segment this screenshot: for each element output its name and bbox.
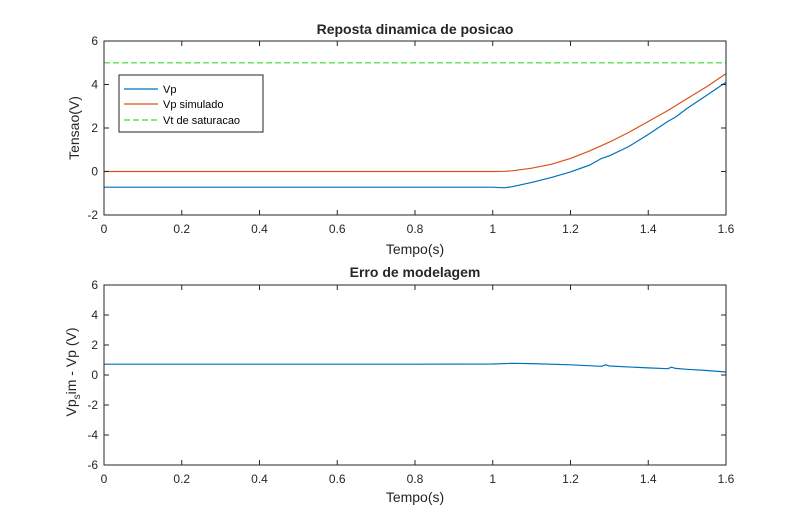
x-tick-label: 0.2: [173, 222, 190, 236]
y-tick-label: 6: [91, 278, 98, 292]
y-tick-label: 4: [91, 308, 98, 322]
y-label-subscript: s: [72, 394, 83, 399]
x-tick-label: 0.4: [251, 472, 268, 486]
x-tick-label: 1: [489, 222, 496, 236]
bottom-plot-area: [104, 285, 726, 465]
legend-label-vp-simulado: Vp simulado: [163, 99, 224, 111]
x-tick-label: 0.6: [329, 472, 346, 486]
x-tick-label: 1.2: [562, 222, 579, 236]
x-tick-label: 1.6: [718, 222, 735, 236]
y-tick-label: 0: [91, 165, 98, 179]
x-tick-label: 0.2: [173, 472, 190, 486]
x-tick-label: 1.4: [640, 472, 657, 486]
x-tick-label: 1.2: [562, 472, 579, 486]
series-line-vp-simulado: [104, 73, 727, 173]
y-label-main: Vp: [63, 399, 79, 416]
series-line-error-1: [104, 362, 727, 373]
bottom-plot-title: Erro de modelagem: [350, 264, 481, 280]
x-tick-label: 0: [101, 472, 108, 486]
bottom-plot-x-axis-label: Tempo(s): [386, 489, 444, 505]
top-plot-series: [104, 62, 727, 189]
x-tick-label: 1: [489, 472, 496, 486]
x-tick-label: 0.8: [407, 472, 424, 486]
y-tick-label: -2: [87, 208, 98, 222]
x-tick-label: 1.4: [640, 222, 657, 236]
legend-label-vt-saturacao: Vt de saturacao: [163, 115, 240, 127]
bottom-plot: Erro de modelagem 0 0.2 0.4 0.6 0.8 1 1.2 1.4 1.…: [63, 264, 735, 505]
x-tick-label: 0.8: [407, 222, 424, 236]
x-tick-label: 1.6: [718, 472, 735, 486]
y-tick-label: 6: [91, 34, 98, 48]
top-plot-title: Reposta dinamica de posicao: [317, 21, 514, 37]
bottom-plot-y-axis-label: Vpsim - Vp (V): [63, 327, 83, 416]
y-tick-label: -6: [87, 458, 98, 472]
y-tick-label: 4: [91, 78, 98, 92]
bottom-plot-series: [104, 362, 727, 373]
top-plot-legend: Vp Vp simulado Vt de saturacao: [118, 74, 264, 133]
y-tick-label: -4: [87, 428, 98, 442]
top-plot: Reposta dinamica de posicao 0 0.2 0.4 0.6 0.…: [66, 21, 735, 257]
y-tick-label: 0: [91, 368, 98, 382]
series-line-vp: [104, 81, 727, 189]
y-tick-label: 2: [91, 121, 98, 135]
top-plot-y-axis-label: Tensao(V): [66, 96, 82, 160]
y-tick-label: 2: [91, 338, 98, 352]
y-tick-label: -2: [87, 398, 98, 412]
x-tick-label: 0.4: [251, 222, 268, 236]
legend-label-vp: Vp: [163, 84, 176, 96]
bottom-plot-ticks: 0 0.2 0.4 0.6 0.8 1 1.2 1.4 1.6 -6 -4 -2 0 2 4 6: [87, 278, 734, 486]
top-plot-x-axis-label: Tempo(s): [386, 241, 444, 257]
y-label-rest: im - Vp (V): [63, 327, 79, 394]
x-tick-label: 0.6: [329, 222, 346, 236]
x-tick-label: 0: [101, 222, 108, 236]
